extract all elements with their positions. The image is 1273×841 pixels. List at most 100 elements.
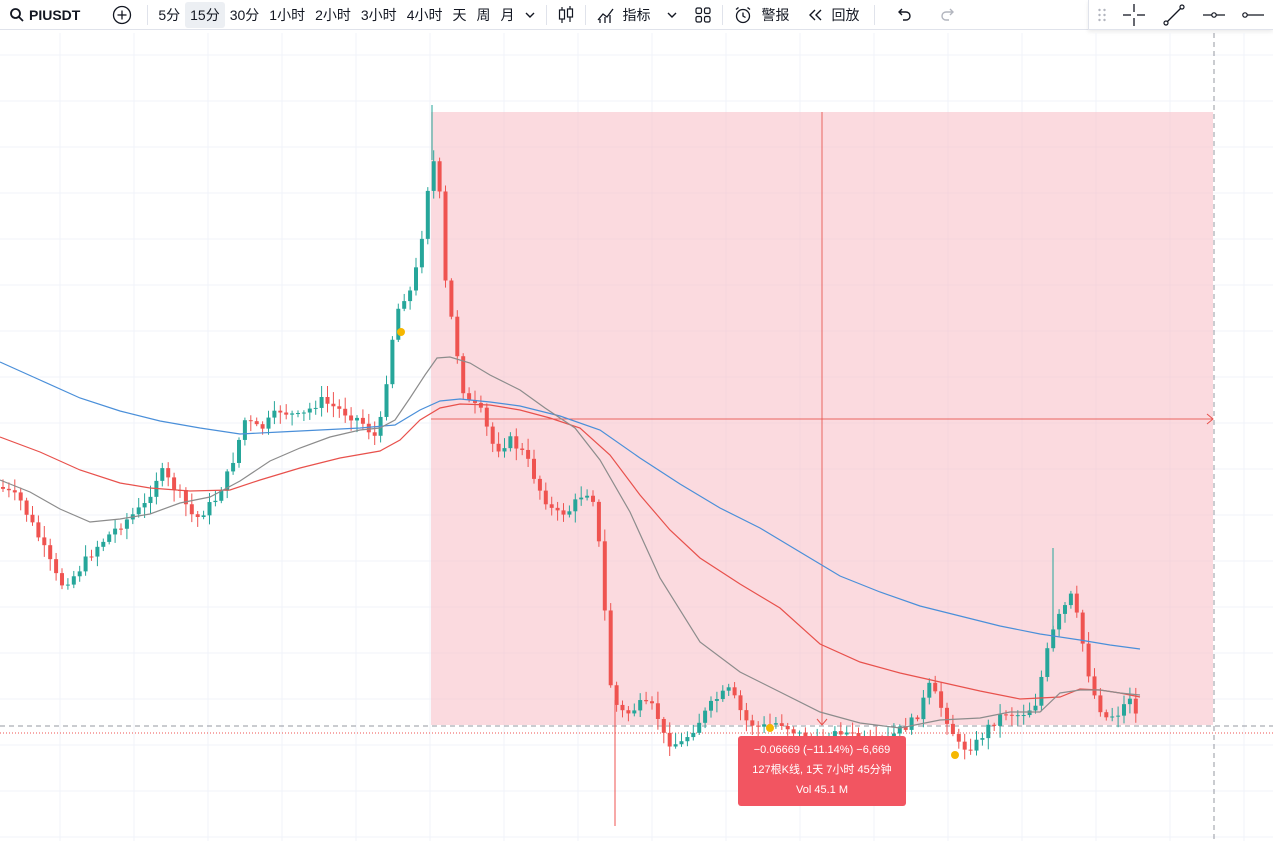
candle-body xyxy=(136,507,141,515)
candle-body xyxy=(626,710,631,714)
candle-body xyxy=(897,726,902,734)
candle-body xyxy=(278,410,283,413)
candle-body xyxy=(762,724,767,727)
indicators-dropdown[interactable] xyxy=(661,2,683,28)
candle-body xyxy=(667,732,672,747)
redo-button[interactable] xyxy=(934,2,962,28)
interval-2h[interactable]: 2小时 xyxy=(315,6,351,23)
separator xyxy=(147,4,149,25)
trend-line-icon[interactable] xyxy=(1162,3,1186,27)
candle-body xyxy=(1027,710,1032,716)
candle-body xyxy=(455,316,460,357)
interval-5m[interactable]: 5分 xyxy=(158,6,181,23)
alert-button[interactable]: 警报 xyxy=(728,2,794,28)
candle-body xyxy=(555,507,560,511)
redo-icon xyxy=(941,8,955,21)
candle-body xyxy=(520,448,525,450)
top-toolbar: PIUSDT 5分 15分 30分 1小时 2小时 3小时 4小时 天 周 月 … xyxy=(0,0,1273,30)
candle-body xyxy=(950,723,955,735)
chart-type-button[interactable] xyxy=(552,2,580,28)
candle-body xyxy=(1122,704,1126,716)
interval-15m[interactable]: 15分 xyxy=(185,1,225,28)
separator xyxy=(585,4,587,25)
layout-button[interactable] xyxy=(689,2,717,28)
separator xyxy=(874,4,876,25)
candle-body xyxy=(638,700,643,711)
trade-marker xyxy=(951,751,959,759)
candle-body xyxy=(1033,705,1038,711)
candle-body xyxy=(496,443,501,452)
replay-label: 回放 xyxy=(831,6,860,23)
candle-body xyxy=(248,420,253,422)
candle-body xyxy=(119,528,123,530)
candle-body xyxy=(933,682,938,692)
interval-1h[interactable]: 1小时 xyxy=(269,6,306,23)
candle-body xyxy=(1045,648,1050,677)
symbol-label: PIUSDT xyxy=(29,6,81,23)
interval-4h[interactable]: 4小时 xyxy=(406,6,443,23)
alarm-clock-icon xyxy=(736,6,751,23)
candle-body xyxy=(844,732,849,735)
candle-body xyxy=(561,510,566,515)
candle-body xyxy=(325,397,330,404)
undo-button[interactable] xyxy=(890,2,918,28)
search-icon xyxy=(10,7,24,22)
drag-handle-icon[interactable] xyxy=(1097,7,1107,23)
interval-dropdown[interactable] xyxy=(519,2,541,28)
candle-body xyxy=(1116,715,1121,717)
indicators-button[interactable]: 指标 xyxy=(591,2,655,28)
candle-body xyxy=(1039,676,1044,706)
candle-body xyxy=(148,496,153,504)
indicators-label: 指标 xyxy=(622,6,651,23)
interval-3h[interactable]: 3小时 xyxy=(360,6,397,23)
candle-body xyxy=(644,700,649,702)
candle-body xyxy=(1098,695,1103,713)
candle-body xyxy=(124,519,129,529)
candle-body xyxy=(461,356,466,394)
interval-1mo[interactable]: 月 xyxy=(500,6,515,23)
price-chart[interactable] xyxy=(0,33,1273,841)
horizontal-ray-icon[interactable] xyxy=(1202,3,1226,27)
interval-1w[interactable]: 周 xyxy=(476,6,491,23)
interval-1d[interactable]: 天 xyxy=(452,6,467,23)
candle-body xyxy=(502,448,507,452)
candle-body xyxy=(1127,698,1132,705)
ray-icon[interactable] xyxy=(1241,3,1265,27)
candle-body xyxy=(655,703,660,719)
candle-body xyxy=(71,576,76,585)
drawing-toolbar xyxy=(1088,0,1273,30)
crosshair-icon[interactable] xyxy=(1122,3,1146,27)
candle-body xyxy=(1063,605,1067,614)
candle-body xyxy=(921,697,926,720)
tooltip-price-change: −0.06669 (−11.14%) −6,669 xyxy=(753,744,891,756)
plus-circle-icon xyxy=(113,5,132,24)
candle-body xyxy=(402,301,407,309)
candle-body xyxy=(467,393,472,400)
candle-body xyxy=(838,731,843,735)
candle-body xyxy=(307,408,312,413)
candle-body xyxy=(12,490,17,493)
separator xyxy=(722,4,724,25)
candle-body xyxy=(473,399,477,403)
candle-body xyxy=(60,573,64,586)
candle-body xyxy=(1133,698,1138,714)
replay-button[interactable]: 回放 xyxy=(802,2,864,28)
candle-body xyxy=(355,417,359,421)
candle-body xyxy=(962,741,967,750)
compare-add-button[interactable] xyxy=(107,2,137,28)
range-vertical-arrow-head xyxy=(816,718,828,726)
candle-body xyxy=(797,732,802,734)
candle-body xyxy=(189,504,194,515)
candle-body xyxy=(968,749,973,751)
grid-icon xyxy=(695,6,712,23)
candle-body xyxy=(343,408,348,416)
candle-body xyxy=(101,541,106,547)
candle-body xyxy=(1110,716,1115,718)
chevron-down-icon xyxy=(667,12,677,18)
symbol-search[interactable]: PIUSDT xyxy=(0,2,85,28)
candle-body xyxy=(390,339,395,385)
candle-body xyxy=(596,501,601,542)
trade-marker xyxy=(397,328,405,336)
candle-body xyxy=(514,436,519,449)
interval-30m[interactable]: 30分 xyxy=(229,6,260,23)
